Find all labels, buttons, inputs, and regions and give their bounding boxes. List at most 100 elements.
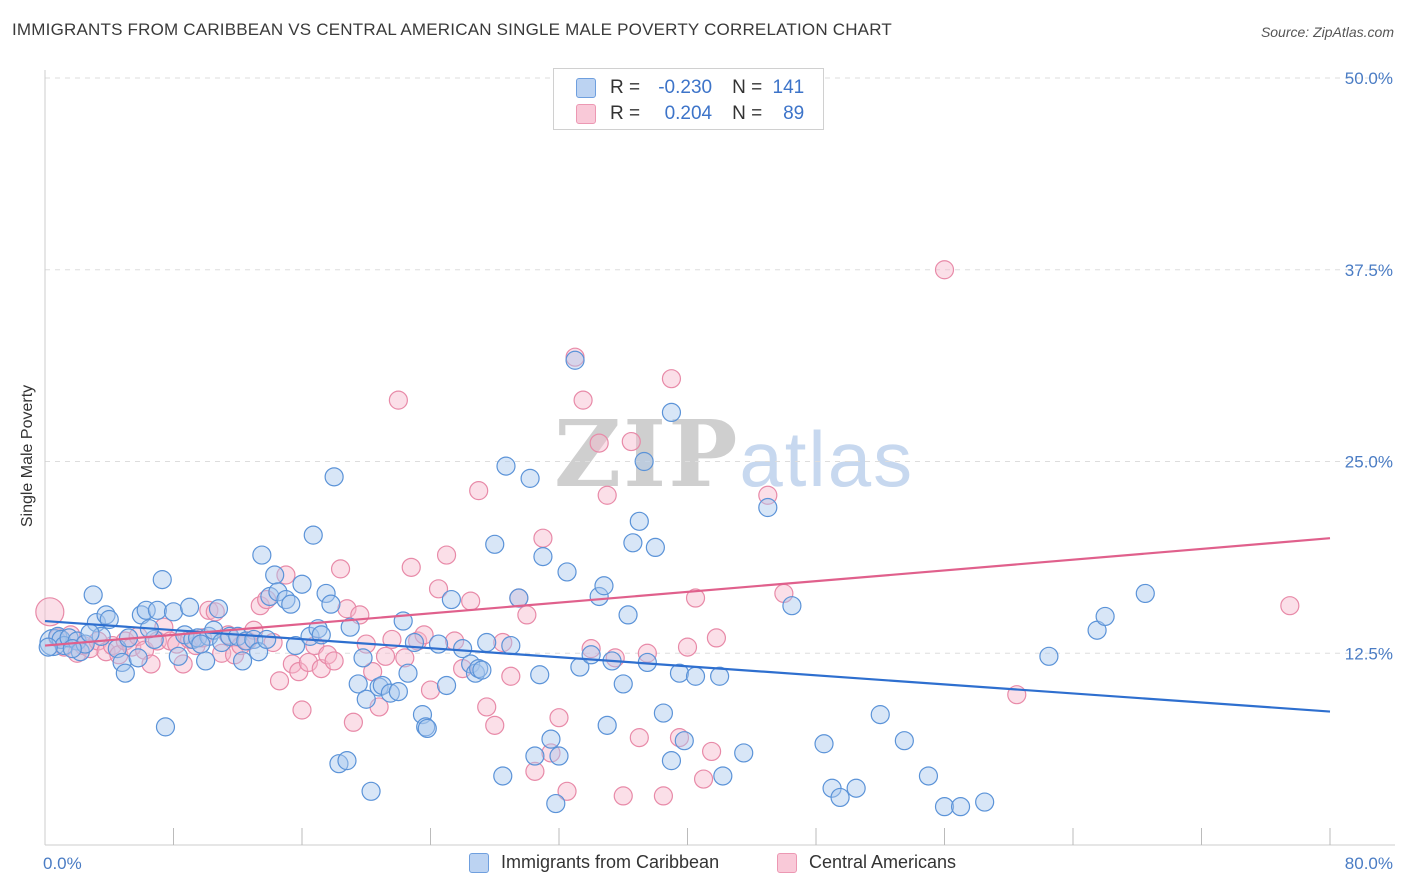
chart-title: IMMIGRANTS FROM CARIBBEAN VS CENTRAL AME… xyxy=(12,20,892,39)
point-caribbean xyxy=(634,451,654,472)
point-caribbean xyxy=(265,565,285,585)
point-central-american xyxy=(501,666,521,686)
point-caribbean xyxy=(99,609,119,630)
point-caribbean xyxy=(168,646,188,666)
point-caribbean xyxy=(557,562,577,582)
point-caribbean xyxy=(128,648,148,668)
legend-swatch-pink xyxy=(576,104,596,124)
point-caribbean xyxy=(950,797,971,817)
point-central-american xyxy=(269,671,290,691)
point-caribbean xyxy=(316,583,336,604)
series-legend-caribbean[interactable]: Immigrants from Caribbean xyxy=(469,852,719,873)
point-central-american xyxy=(292,700,312,720)
point-central-american xyxy=(613,786,633,806)
point-caribbean xyxy=(321,594,341,614)
point-caribbean xyxy=(589,586,609,607)
point-central-american xyxy=(934,260,955,280)
point-caribbean xyxy=(191,634,211,654)
point-caribbean xyxy=(232,651,253,671)
series-legend-label: Immigrants from Caribbean xyxy=(501,852,720,872)
legend-row-central-americans: R = 0.204 N = 89 xyxy=(576,102,804,126)
point-caribbean xyxy=(597,715,617,735)
legend-swatch-blue xyxy=(576,78,596,98)
point-caribbean xyxy=(428,634,449,654)
point-central-american xyxy=(653,786,674,806)
point-caribbean xyxy=(734,743,754,763)
point-caribbean xyxy=(530,665,550,685)
point-caribbean xyxy=(713,766,733,786)
source-label: Source: ZipAtlas.com xyxy=(1260,24,1394,40)
point-central-american xyxy=(401,557,421,577)
point-central-american xyxy=(533,528,553,548)
point-caribbean xyxy=(292,574,312,594)
point-central-american xyxy=(35,597,65,627)
point-central-american xyxy=(549,708,569,728)
y-tick-label: 12.5% xyxy=(1345,644,1393,663)
point-central-american xyxy=(276,565,296,585)
legend-row-caribbean: R = -0.230 N = 141 xyxy=(576,76,804,100)
point-caribbean xyxy=(710,666,730,686)
point-caribbean xyxy=(398,663,418,683)
point-central-american xyxy=(485,715,505,735)
legend-n-label: N = xyxy=(732,77,763,98)
point-caribbean xyxy=(541,729,561,749)
series-swatch-blue xyxy=(469,852,489,873)
point-central-american xyxy=(1280,596,1300,616)
point-caribbean xyxy=(894,731,914,751)
point-caribbean xyxy=(830,787,850,808)
point-caribbean xyxy=(485,534,505,554)
point-caribbean xyxy=(1039,646,1059,666)
point-central-american xyxy=(677,637,698,657)
point-central-american xyxy=(461,591,481,611)
x-tick-label-min: 0.0% xyxy=(43,854,82,873)
point-central-american xyxy=(428,579,449,599)
point-central-american xyxy=(597,485,617,505)
point-central-american xyxy=(388,390,408,410)
point-central-american xyxy=(573,390,593,410)
point-caribbean xyxy=(441,589,461,610)
point-caribbean xyxy=(369,677,389,697)
y-tick-label: 37.5% xyxy=(1345,261,1393,280)
point-caribbean xyxy=(758,497,778,518)
point-caribbean xyxy=(83,585,103,605)
point-caribbean xyxy=(136,600,156,620)
point-caribbean xyxy=(324,467,344,487)
point-caribbean xyxy=(144,629,164,650)
trend-layer xyxy=(44,537,1331,713)
point-caribbean xyxy=(38,637,58,657)
point-caribbean xyxy=(163,602,184,622)
series-legend-central-americans[interactable]: Central Americans xyxy=(777,852,956,873)
y-tick-label: 25.0% xyxy=(1345,453,1393,472)
point-caribbean xyxy=(870,705,890,725)
point-central-american xyxy=(257,589,277,610)
point-caribbean xyxy=(303,525,323,545)
point-caribbean xyxy=(436,675,457,696)
point-central-american xyxy=(701,741,722,762)
point-caribbean xyxy=(147,600,168,620)
grid-layer xyxy=(45,77,1395,654)
point-caribbean xyxy=(493,766,513,786)
point-caribbean xyxy=(594,576,614,596)
point-central-american xyxy=(324,651,344,671)
point-caribbean xyxy=(115,663,135,683)
stats-legend: R = -0.230 N = 141 R = 0.204 N = 89 xyxy=(553,68,824,130)
point-central-american xyxy=(621,431,641,452)
point-caribbean xyxy=(782,596,802,616)
point-caribbean xyxy=(814,734,834,754)
points-central-americans xyxy=(35,260,1300,806)
point-caribbean xyxy=(846,778,866,798)
point-central-american xyxy=(343,712,363,732)
point-central-american xyxy=(557,781,577,801)
point-caribbean xyxy=(549,746,569,766)
point-caribbean xyxy=(501,635,521,656)
point-caribbean xyxy=(337,751,357,771)
series-swatch-pink xyxy=(777,852,797,873)
point-caribbean xyxy=(934,797,955,817)
point-caribbean xyxy=(496,456,516,476)
point-caribbean xyxy=(472,660,492,680)
point-central-american xyxy=(517,605,537,625)
point-caribbean xyxy=(546,793,566,814)
series-legend-label: Central Americans xyxy=(809,852,957,872)
point-central-american xyxy=(375,646,396,666)
